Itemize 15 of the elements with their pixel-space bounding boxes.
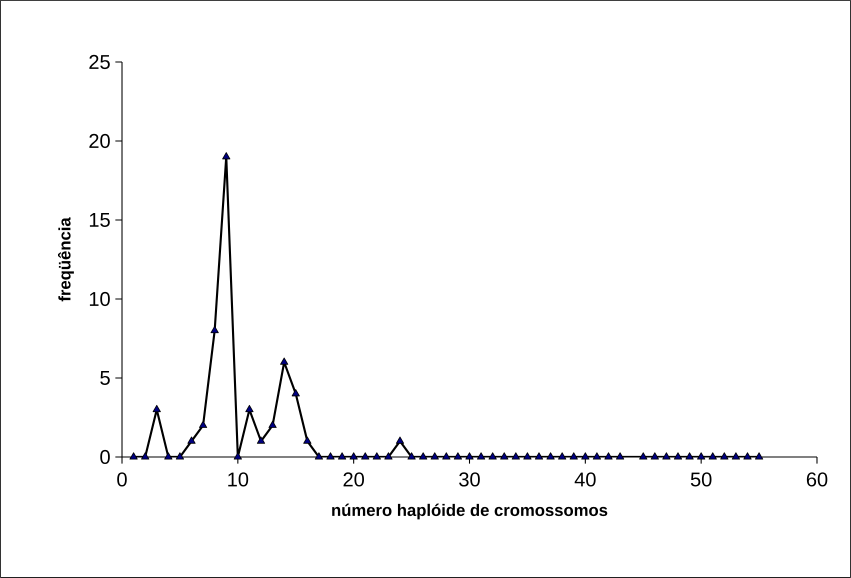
x-tick-label: 50 [690,472,712,487]
x-tick-label: 60 [806,472,828,487]
x-axis-title: número haplóide de cromossomos [332,504,608,520]
x-tick-label: 0 [117,472,127,487]
x-tick-label: 20 [344,472,364,487]
x-tick-label: 10 [228,472,248,487]
y-tick-label: 10 [90,292,110,306]
y-tick-label: 0 [100,450,110,464]
y-axis-title: freqüência [58,217,74,302]
x-tick-label: 40 [574,472,596,487]
y-tick-label: 20 [89,134,110,148]
x-tick-label: 30 [459,472,480,487]
y-tick-label: 15 [90,213,110,227]
y-tick-label: 25 [89,54,110,70]
y-tick-label: 5 [100,371,110,385]
